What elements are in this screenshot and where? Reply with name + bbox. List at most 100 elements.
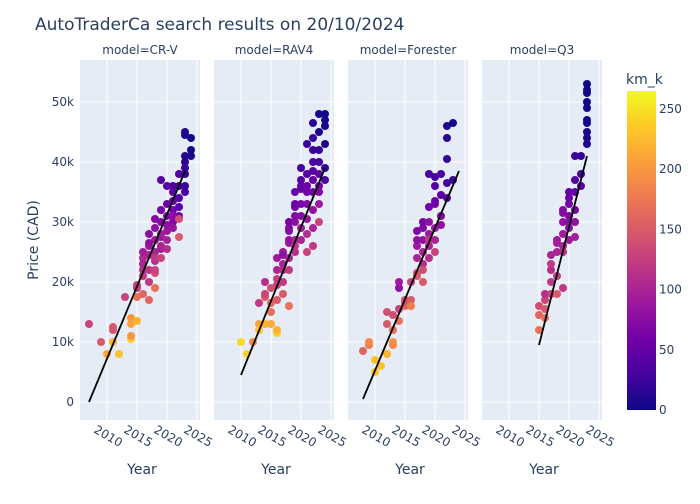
x-tick-label: 2025 — [316, 422, 349, 449]
data-point — [315, 218, 323, 226]
data-point — [237, 338, 245, 346]
data-point — [133, 293, 141, 301]
x-tick-label: 2020 — [554, 422, 587, 449]
data-point — [151, 284, 159, 292]
data-point — [139, 254, 147, 262]
chart-title: AutoTraderCa search results on 20/10/202… — [35, 15, 404, 35]
data-point — [437, 221, 445, 229]
data-point — [377, 362, 385, 370]
data-point — [309, 167, 317, 175]
y-axis-label: Price (CAD) — [26, 200, 42, 280]
data-point — [321, 176, 329, 184]
data-point — [309, 176, 317, 184]
data-point — [279, 251, 287, 259]
data-point — [389, 341, 397, 349]
data-point — [559, 206, 567, 214]
trend-line — [538, 155, 588, 346]
x-axis-label: Year — [126, 462, 157, 478]
colorbar-tick-label: 150 — [659, 222, 682, 236]
data-point — [273, 254, 281, 262]
data-point — [309, 242, 317, 250]
data-point — [169, 218, 177, 226]
data-point — [541, 296, 549, 304]
data-point — [291, 188, 299, 196]
data-point — [273, 266, 281, 274]
data-point — [127, 320, 135, 328]
data-point — [553, 290, 561, 298]
data-point — [181, 182, 189, 190]
data-point — [187, 134, 195, 142]
data-point — [547, 260, 555, 268]
facet-plot-bg — [80, 60, 200, 420]
data-point — [419, 236, 427, 244]
data-point — [291, 248, 299, 256]
data-point — [175, 203, 183, 211]
facet-label: model=CR-V — [102, 43, 178, 57]
data-point — [437, 191, 445, 199]
data-point — [419, 278, 427, 286]
data-point — [273, 296, 281, 304]
data-point — [279, 278, 287, 286]
x-tick-label: 2015 — [524, 422, 557, 449]
data-point — [151, 254, 159, 262]
data-point — [285, 224, 293, 232]
data-point — [315, 158, 323, 166]
data-point — [571, 152, 579, 160]
data-point — [321, 122, 329, 130]
data-point — [163, 245, 171, 253]
x-tick-label: 2025 — [584, 422, 617, 449]
data-point — [425, 170, 433, 178]
data-point — [145, 296, 153, 304]
data-point — [565, 188, 573, 196]
data-point — [571, 176, 579, 184]
y-tick-label: 10k — [52, 335, 74, 349]
data-point — [151, 266, 159, 274]
data-point — [583, 98, 591, 106]
data-point — [115, 350, 123, 358]
data-point — [395, 278, 403, 286]
data-point — [151, 215, 159, 223]
y-tick-label: 30k — [52, 215, 74, 229]
x-axis-label: Year — [528, 462, 559, 478]
colorbar-tick-label: 50 — [659, 343, 674, 357]
data-point — [383, 320, 391, 328]
colorbar-tick-label: 250 — [659, 102, 682, 116]
data-point — [371, 356, 379, 364]
data-point — [285, 236, 293, 244]
data-point — [309, 206, 317, 214]
data-point — [297, 200, 305, 208]
colorbar: km_k 0 50 100 150 200 250 — [626, 72, 682, 417]
data-point — [583, 128, 591, 136]
data-point — [169, 206, 177, 214]
data-point — [181, 131, 189, 139]
data-point — [303, 248, 311, 256]
data-point — [309, 158, 317, 166]
data-point — [431, 236, 439, 244]
data-point — [163, 227, 171, 235]
data-point — [437, 170, 445, 178]
data-point — [389, 311, 397, 319]
data-point — [169, 212, 177, 220]
data-point — [443, 179, 451, 187]
data-point — [321, 140, 329, 148]
y-tick-label: 50k — [52, 95, 74, 109]
x-axis-label: Year — [394, 462, 425, 478]
x-tick-label: 2025 — [450, 422, 483, 449]
data-point — [261, 290, 269, 298]
data-point — [309, 146, 317, 154]
data-point — [151, 224, 159, 232]
x-tick-label: 2020 — [420, 422, 453, 449]
x-tick-label: 2010 — [494, 422, 527, 449]
data-point — [297, 212, 305, 220]
data-point — [407, 302, 415, 310]
data-point — [321, 110, 329, 118]
data-point — [121, 293, 129, 301]
x-tick-label: 2015 — [256, 422, 289, 449]
data-point — [443, 122, 451, 130]
data-point — [431, 182, 439, 190]
x-tick-label: 2020 — [152, 422, 185, 449]
data-point — [419, 224, 427, 232]
data-point — [383, 350, 391, 358]
